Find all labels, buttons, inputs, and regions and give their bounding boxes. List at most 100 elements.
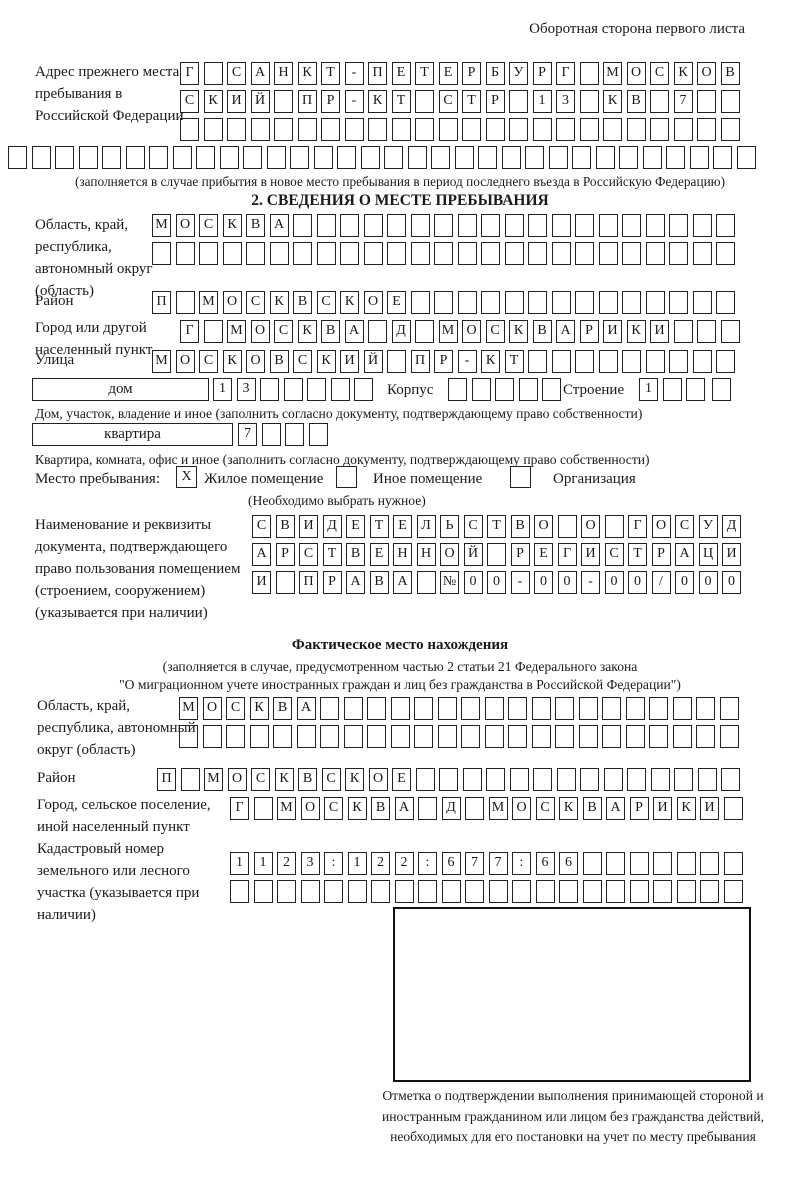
char-box — [391, 118, 411, 141]
char-box — [509, 768, 529, 791]
char-box: В — [269, 350, 289, 373]
char-box — [598, 291, 618, 314]
char-box — [575, 242, 594, 265]
char-box — [649, 697, 668, 720]
char-box — [462, 768, 482, 791]
char-box — [324, 880, 343, 903]
char-box — [697, 320, 716, 343]
char-box — [595, 146, 615, 169]
char-box — [723, 797, 743, 820]
char-box: 0 — [557, 571, 577, 594]
confirmation-mark-box — [393, 907, 751, 1082]
char-box — [716, 350, 735, 373]
char-box — [415, 118, 434, 141]
char-box: 0 — [463, 571, 483, 594]
char-box — [484, 697, 504, 720]
char-box: 1 — [347, 852, 367, 875]
char-box — [622, 350, 641, 373]
char-box — [243, 146, 262, 169]
char-box: В — [321, 320, 340, 343]
char-box — [437, 697, 457, 720]
char-box: 0 — [628, 571, 647, 594]
char-box: П — [368, 62, 387, 85]
char-box — [230, 880, 249, 903]
char-box: С — [199, 350, 218, 373]
char-box: В — [346, 543, 365, 566]
char-box — [343, 697, 363, 720]
char-box — [619, 146, 638, 169]
confirmation-note: Отметка о подтверждении выполнения прини… — [382, 1088, 764, 1144]
char-box — [172, 146, 192, 169]
char-box — [481, 242, 500, 265]
char-box: Г — [557, 543, 577, 566]
char-box — [478, 146, 497, 169]
char-box — [625, 725, 645, 748]
char-box — [368, 118, 387, 141]
char-box — [650, 118, 669, 141]
char-box: М — [152, 350, 171, 373]
char-box: А — [296, 697, 316, 720]
char-box: Н — [416, 543, 436, 566]
char-box: 0 — [722, 571, 741, 594]
char-box: Е — [387, 291, 406, 314]
char-box: С — [199, 214, 218, 237]
char-box — [277, 880, 296, 903]
char-box: : — [324, 852, 343, 875]
char-box — [415, 320, 434, 343]
char-box: Р — [579, 320, 599, 343]
char-box: И — [340, 350, 359, 373]
char-box — [697, 90, 716, 113]
char-box: С — [463, 515, 483, 538]
char-box: Т — [415, 62, 434, 85]
char-box — [723, 852, 743, 875]
char-box — [457, 291, 477, 314]
char-box — [645, 350, 665, 373]
char-box: К — [269, 291, 289, 314]
char-box: С — [316, 291, 336, 314]
char-box — [347, 880, 367, 903]
char-box: 6 — [559, 852, 578, 875]
char-box — [407, 146, 427, 169]
char-box — [285, 423, 304, 446]
char-box: Д — [391, 320, 411, 343]
char-box: О — [581, 515, 600, 538]
char-box — [723, 880, 743, 903]
char-box: О — [512, 797, 531, 820]
char-box — [528, 214, 547, 237]
char-box: Р — [321, 90, 340, 113]
cadastre-row-2 — [230, 880, 743, 903]
char-box: С — [226, 697, 245, 720]
char-box: П — [297, 90, 317, 113]
char-box — [697, 768, 717, 791]
char-box — [508, 697, 527, 720]
char-box — [293, 242, 312, 265]
char-box — [692, 291, 712, 314]
char-box: И — [581, 543, 600, 566]
char-box — [673, 118, 693, 141]
char-box — [606, 880, 625, 903]
char-box: С — [293, 350, 312, 373]
char-box: Р — [532, 62, 552, 85]
char-box: 3 — [236, 378, 256, 401]
section2-title: 2. СВЕДЕНИЯ О МЕСТЕ ПРЕБЫВАНИЯ — [251, 192, 549, 209]
char-box — [340, 242, 359, 265]
char-box — [434, 214, 453, 237]
char-box: Д — [722, 515, 741, 538]
char-box — [390, 725, 410, 748]
char-box: Ц — [698, 543, 718, 566]
char-box — [504, 242, 524, 265]
char-box: Р — [510, 543, 530, 566]
char-box — [249, 725, 269, 748]
char-box: С — [485, 320, 505, 343]
char-box — [418, 880, 437, 903]
char-box: И — [650, 320, 669, 343]
char-box — [551, 214, 571, 237]
char-box — [457, 242, 477, 265]
char-box — [199, 242, 218, 265]
char-box: 1 — [253, 852, 273, 875]
char-box: № — [440, 571, 459, 594]
char-box — [354, 378, 373, 401]
